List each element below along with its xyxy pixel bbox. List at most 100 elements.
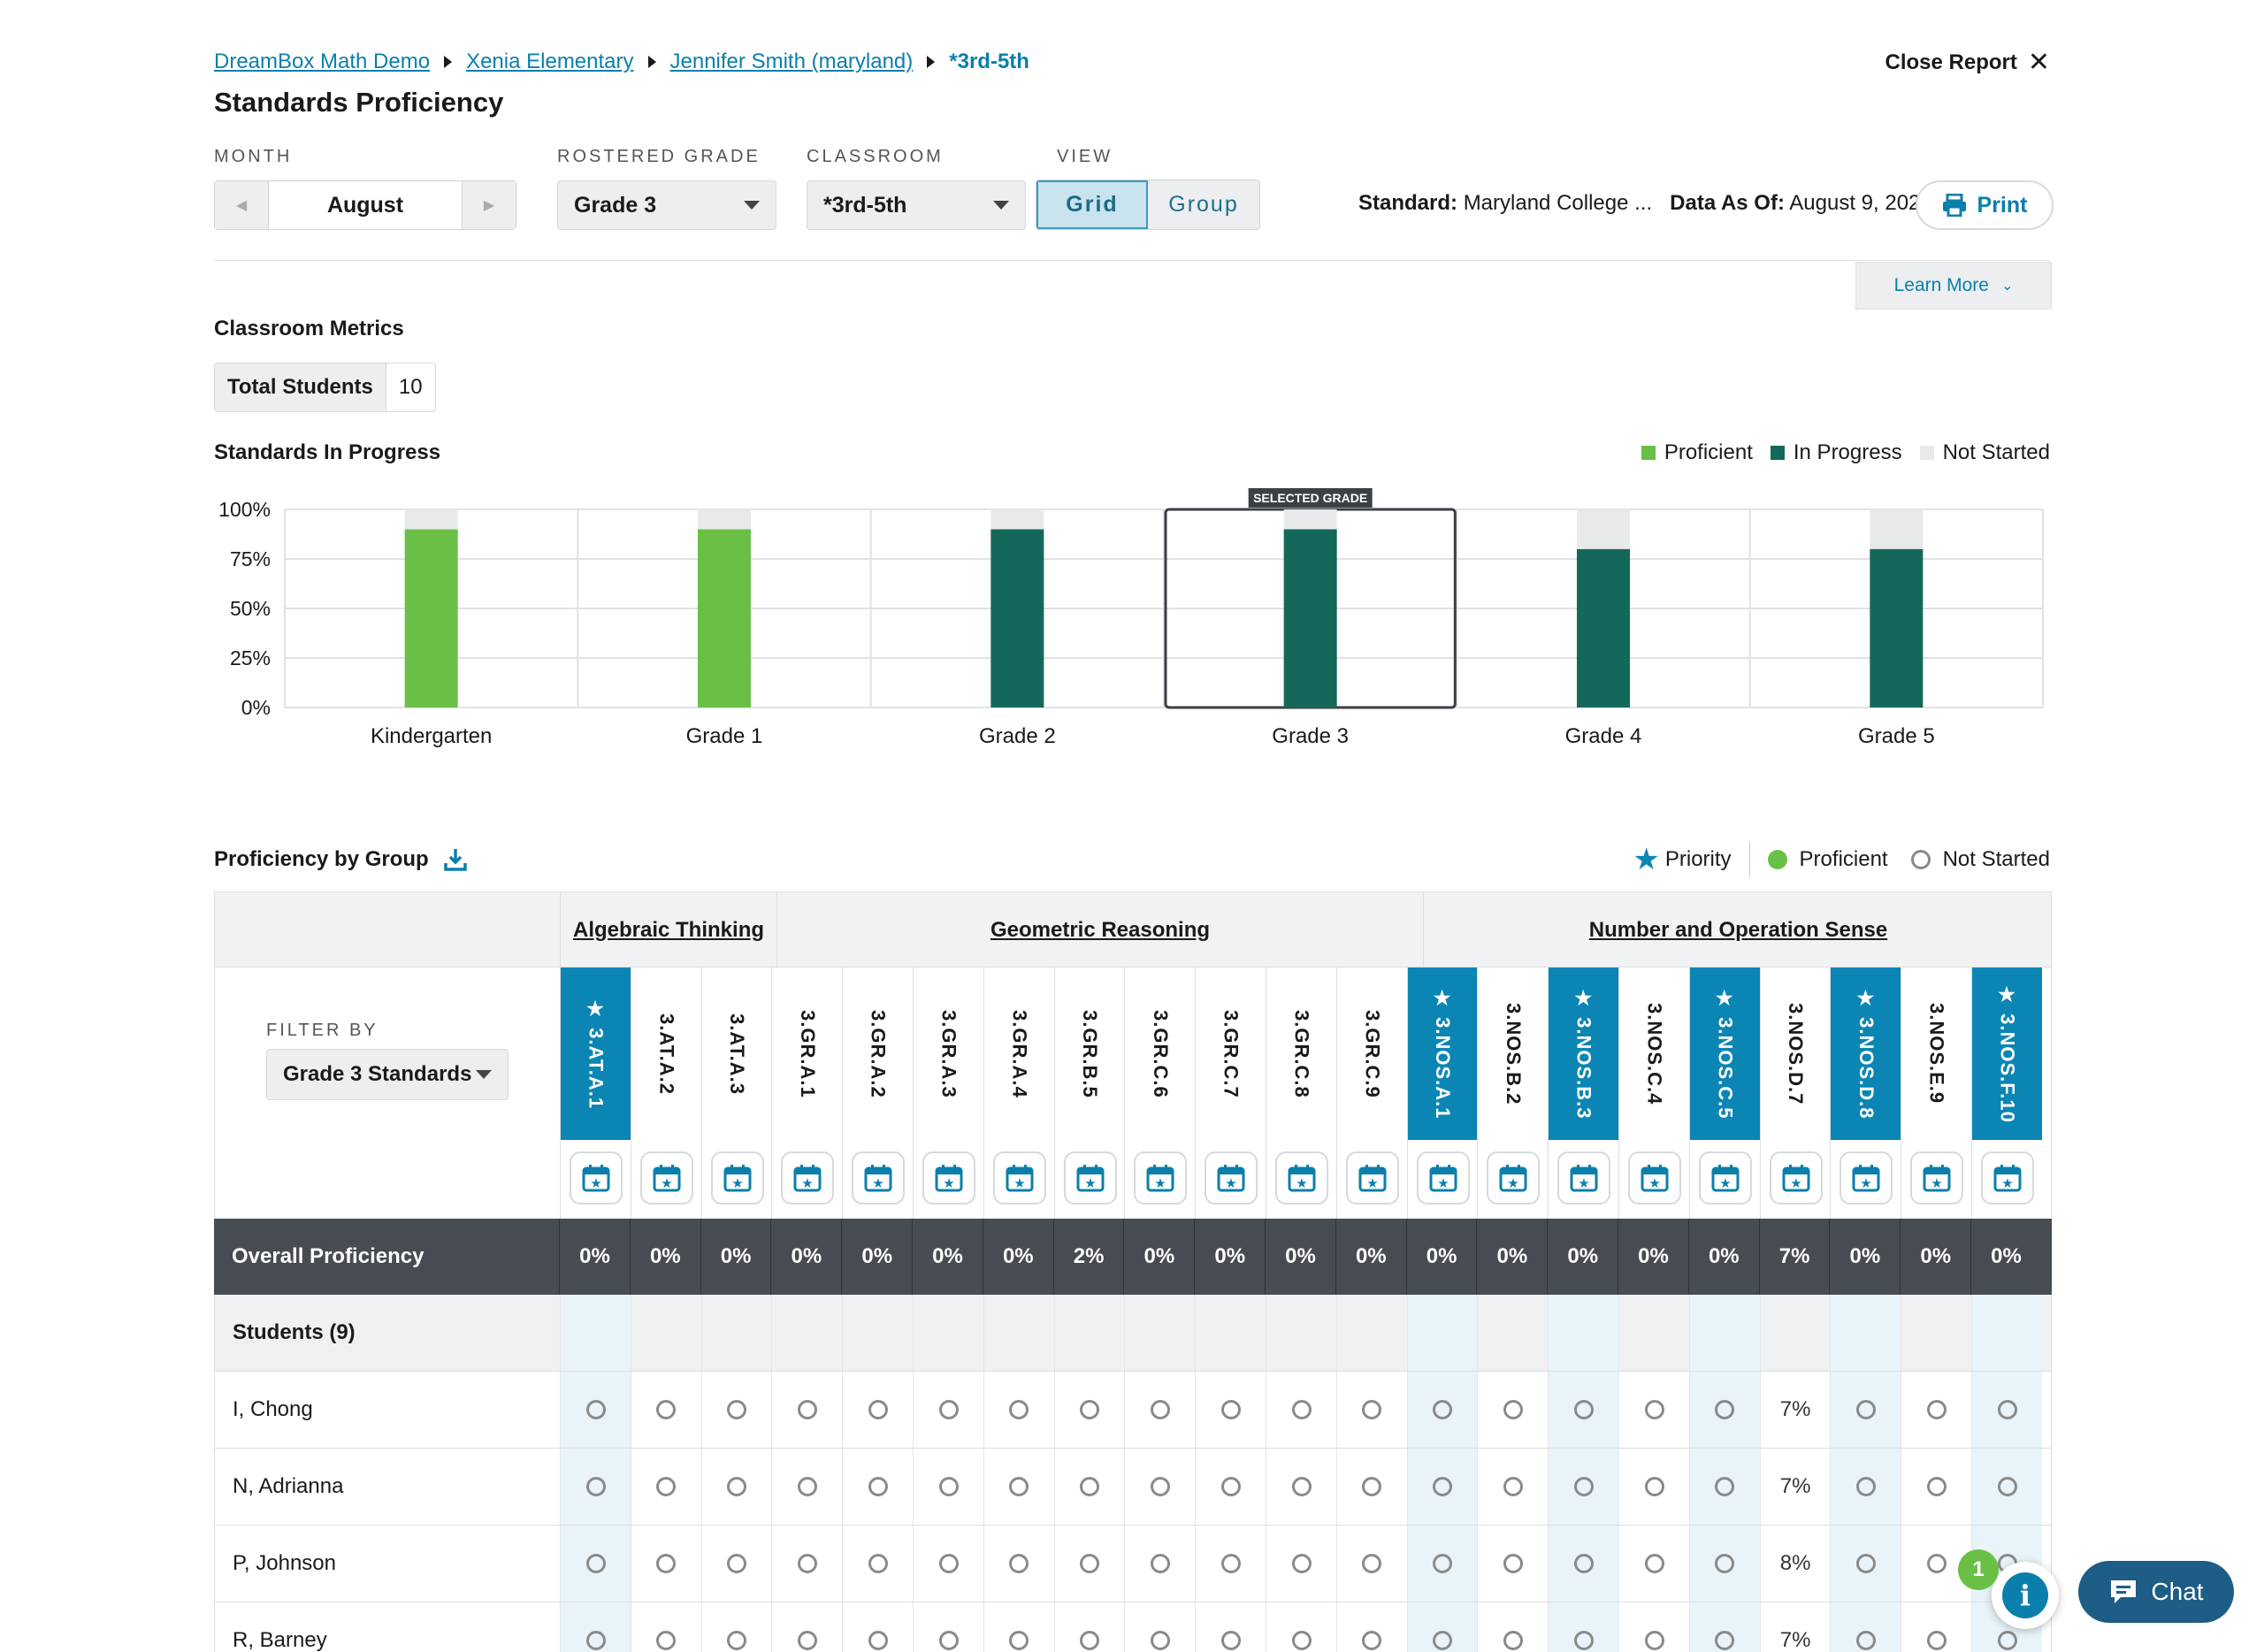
student-name[interactable]: P, Johnson xyxy=(233,1551,336,1575)
student-cell[interactable] xyxy=(913,1602,983,1652)
lesson-calendar-icon[interactable]: ★ xyxy=(1557,1151,1611,1205)
print-button[interactable]: Print xyxy=(1916,180,2054,230)
lesson-calendar-icon[interactable]: ★ xyxy=(992,1151,1046,1205)
student-cell[interactable] xyxy=(1901,1449,1971,1525)
breadcrumb-link-school[interactable]: Xenia Elementary xyxy=(466,50,634,73)
standard-header[interactable]: 3.GR.C.7 xyxy=(1196,967,1266,1140)
student-cell[interactable] xyxy=(771,1449,842,1525)
lesson-calendar-icon[interactable]: ★ xyxy=(781,1151,835,1205)
student-cell[interactable] xyxy=(771,1602,842,1652)
student-cell[interactable] xyxy=(560,1449,631,1525)
student-cell[interactable] xyxy=(842,1449,913,1525)
standard-header[interactable]: ★ 3.AT.A.1 xyxy=(561,967,631,1140)
student-cell[interactable] xyxy=(1124,1449,1195,1525)
standard-header[interactable]: 3.NOS.E.9 xyxy=(1901,967,1971,1140)
standard-header[interactable]: ★ 3.NOS.B.3 xyxy=(1549,967,1619,1140)
standard-header[interactable]: 3.GR.C.6 xyxy=(1125,967,1195,1140)
student-cell[interactable]: 7% xyxy=(1759,1602,1831,1652)
lesson-calendar-icon[interactable]: ★ xyxy=(1698,1151,1752,1205)
student-cell[interactable]: 8% xyxy=(1759,1526,1831,1602)
student-cell[interactable] xyxy=(1548,1526,1619,1602)
standard-header[interactable]: 3.GR.A.4 xyxy=(984,967,1054,1140)
view-group-button[interactable]: Group xyxy=(1148,180,1259,229)
chat-button[interactable]: Chat xyxy=(2078,1561,2234,1623)
student-cell[interactable] xyxy=(1053,1526,1125,1602)
student-cell[interactable] xyxy=(700,1602,772,1652)
info-button[interactable]: i xyxy=(1992,1562,2059,1629)
student-cell[interactable] xyxy=(1124,1602,1195,1652)
student-cell[interactable] xyxy=(560,1372,631,1448)
student-cell[interactable]: 7% xyxy=(1759,1449,1831,1525)
standard-header[interactable]: ★ 3.NOS.A.1 xyxy=(1407,967,1478,1140)
standard-header[interactable]: 3.GR.A.2 xyxy=(843,967,913,1140)
student-cell[interactable] xyxy=(630,1526,701,1602)
student-cell[interactable] xyxy=(1971,1449,2042,1525)
student-cell[interactable] xyxy=(560,1602,631,1652)
standard-header[interactable]: 3.GR.C.9 xyxy=(1337,967,1407,1140)
lesson-calendar-icon[interactable]: ★ xyxy=(1063,1151,1117,1205)
student-cell[interactable] xyxy=(1901,1602,1971,1652)
student-cell[interactable] xyxy=(1618,1526,1689,1602)
student-cell[interactable] xyxy=(983,1526,1054,1602)
student-cell[interactable] xyxy=(1830,1602,1901,1652)
standard-header[interactable]: 3.GR.B.5 xyxy=(1055,967,1125,1140)
lesson-calendar-icon[interactable]: ★ xyxy=(922,1151,975,1205)
lesson-calendar-icon[interactable]: ★ xyxy=(1910,1151,1964,1205)
student-cell[interactable] xyxy=(913,1449,983,1525)
student-cell[interactable] xyxy=(1618,1602,1689,1652)
student-cell[interactable] xyxy=(842,1602,913,1652)
student-cell[interactable] xyxy=(1477,1602,1548,1652)
student-cell[interactable] xyxy=(1548,1449,1619,1525)
student-cell[interactable]: 7% xyxy=(1759,1372,1831,1448)
lesson-calendar-icon[interactable]: ★ xyxy=(570,1151,623,1205)
lesson-calendar-icon[interactable]: ★ xyxy=(1487,1151,1541,1205)
student-cell[interactable] xyxy=(1830,1372,1901,1448)
standard-header[interactable]: 3.GR.A.3 xyxy=(914,967,983,1140)
student-name[interactable]: I, Chong xyxy=(233,1397,313,1421)
learn-more-button[interactable]: Learn More ⌄ xyxy=(1855,262,2052,310)
student-cell[interactable] xyxy=(1618,1449,1689,1525)
lesson-calendar-icon[interactable]: ★ xyxy=(1981,1151,2034,1205)
standard-header[interactable]: ★ 3.NOS.F.10 xyxy=(1972,967,2042,1140)
student-cell[interactable] xyxy=(1053,1602,1125,1652)
student-cell[interactable] xyxy=(1688,1372,1760,1448)
student-cell[interactable] xyxy=(1053,1449,1125,1525)
student-cell[interactable] xyxy=(1335,1602,1407,1652)
student-cell[interactable] xyxy=(1830,1449,1901,1525)
student-cell[interactable] xyxy=(1266,1449,1336,1525)
student-cell[interactable] xyxy=(1053,1372,1125,1448)
student-cell[interactable] xyxy=(1477,1449,1548,1525)
student-cell[interactable] xyxy=(1335,1449,1407,1525)
student-cell[interactable] xyxy=(1688,1602,1760,1652)
student-cell[interactable] xyxy=(1548,1602,1619,1652)
student-cell[interactable] xyxy=(630,1372,701,1448)
standard-header[interactable]: ★ 3.NOS.C.5 xyxy=(1689,967,1760,1140)
student-cell[interactable] xyxy=(1688,1449,1760,1525)
group-algebraic-thinking[interactable]: Algebraic Thinking xyxy=(560,892,776,968)
student-cell[interactable] xyxy=(1266,1372,1336,1448)
student-cell[interactable] xyxy=(983,1602,1054,1652)
lesson-calendar-icon[interactable]: ★ xyxy=(1345,1151,1399,1205)
lesson-calendar-icon[interactable]: ★ xyxy=(1840,1151,1893,1205)
student-cell[interactable] xyxy=(1124,1526,1195,1602)
student-cell[interactable] xyxy=(1124,1372,1195,1448)
student-cell[interactable] xyxy=(771,1526,842,1602)
standard-header[interactable]: 3.NOS.C.4 xyxy=(1619,967,1689,1140)
month-next-button[interactable]: ▶ xyxy=(463,181,516,229)
lesson-calendar-icon[interactable]: ★ xyxy=(710,1151,764,1205)
student-cell[interactable] xyxy=(1195,1526,1266,1602)
student-cell[interactable] xyxy=(1266,1602,1336,1652)
breadcrumb-link-district[interactable]: DreamBox Math Demo xyxy=(214,50,431,73)
lesson-calendar-icon[interactable]: ★ xyxy=(1134,1151,1188,1205)
student-cell[interactable] xyxy=(1335,1372,1407,1448)
lesson-calendar-icon[interactable]: ★ xyxy=(1275,1151,1328,1205)
student-cell[interactable] xyxy=(983,1372,1054,1448)
student-cell[interactable] xyxy=(842,1372,913,1448)
student-cell[interactable] xyxy=(1195,1372,1266,1448)
filter-select[interactable]: Grade 3 Standards xyxy=(266,1049,509,1100)
group-geometric-reasoning[interactable]: Geometric Reasoning xyxy=(776,892,1423,968)
standard-header[interactable]: 3.GR.C.8 xyxy=(1266,967,1336,1140)
lesson-calendar-icon[interactable]: ★ xyxy=(639,1151,693,1205)
student-cell[interactable] xyxy=(700,1372,772,1448)
student-cell[interactable] xyxy=(913,1372,983,1448)
